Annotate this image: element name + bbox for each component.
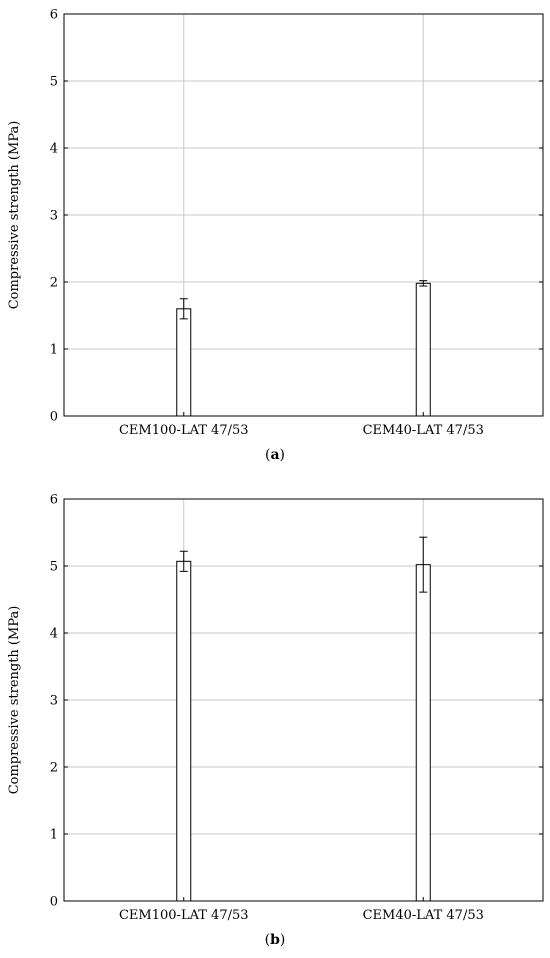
bar-a-1 [415,282,431,417]
caption-a: (a) [264,447,285,463]
y-tick-label-a: 2 [50,276,58,291]
x-tick-label-a-0: CEM100-LAT 47/53 [119,423,249,438]
y-tick-label-b: 4 [50,627,58,642]
y-tick-label-b: 0 [50,895,58,910]
bar-b-0 [176,560,192,902]
y-tick-label-b: 5 [50,560,58,575]
y-tick-label-a: 6 [50,8,58,23]
y-axis-title-b: Compressive strength (MPa) [7,606,22,795]
y-tick-label-b: 3 [50,694,58,709]
y-tick-label-b: 2 [50,761,58,776]
bar-a-0 [176,308,192,417]
y-tick-label-b: 6 [50,493,58,508]
x-tick-label-b-0: CEM100-LAT 47/53 [119,908,249,923]
x-tick-label-b-1: CEM40-LAT 47/53 [363,908,484,923]
y-tick-label-a: 3 [50,209,58,224]
y-tick-label-a: 5 [50,75,58,90]
chart-panel-a: 0 1 2 3 4 5 6 CEM100-LAT 47/53 CEM40-LAT 47/53 Co… [0,0,550,470]
bar-b-1 [415,564,431,902]
y-tick-label-a: 0 [50,410,58,425]
bar-chart-a: 0 1 2 3 4 5 6 CEM100-LAT 47/53 CEM40-LAT 47/53 Co… [7,8,544,438]
caption-letter-a: a [270,447,280,463]
x-tick-label-a-1: CEM40-LAT 47/53 [363,423,484,438]
y-tick-label-a: 1 [50,343,58,358]
y-tick-label-b: 1 [50,828,58,843]
caption-b: (b) [264,932,286,948]
chart-panel-b: 0 1 2 3 4 5 6 CEM100-LAT 47/53 CEM40-LAT 47/53 Co… [0,485,550,958]
caption-letter-b: b [270,932,280,948]
y-axis-title-a: Compressive strength (MPa) [7,121,22,310]
y-tick-label-a: 4 [50,142,58,157]
bar-chart-b: 0 1 2 3 4 5 6 CEM100-LAT 47/53 CEM40-LAT 47/53 Co… [7,493,544,923]
